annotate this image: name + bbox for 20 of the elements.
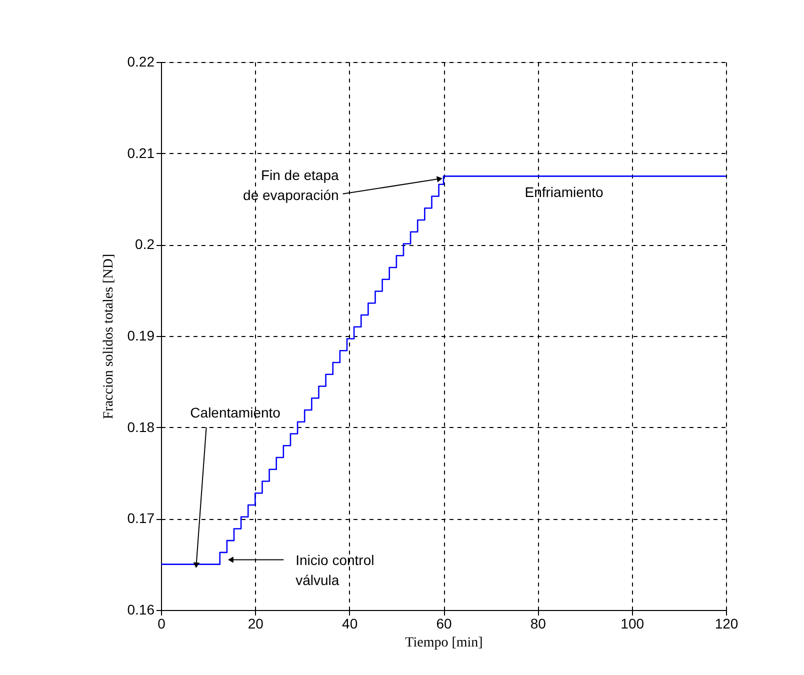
y-tick-label: 0.22 [127,54,155,70]
annotation: Enfriamiento [524,184,604,200]
y-tick-label: 0.17 [127,510,155,526]
y-axis-title: Fraccion solidos totales [ND] [101,254,116,420]
annotation: Calentamiento [190,404,281,420]
annotation: Inicio control válvula [296,552,374,588]
x-tick-label: 0 [158,616,166,632]
y-tick-label: 0.21 [127,144,155,161]
y-tick-label: 0.16 [127,602,155,618]
x-tick-label: 80 [530,616,546,632]
x-tick-label: 120 [714,616,738,632]
y-tick-label: 0.18 [127,418,155,435]
x-tick-label: 60 [436,616,452,632]
y-tick-label: 0.19 [127,328,155,344]
x-axis-title: Tiempo [min] [405,636,483,650]
x-tick-label: 20 [248,616,264,632]
x-tick-label: 40 [342,616,358,632]
annotation: Fin de etapa de evaporación [243,166,339,203]
y-tick-label: 0.2 [135,236,155,252]
x-tick-label: 100 [620,616,644,632]
